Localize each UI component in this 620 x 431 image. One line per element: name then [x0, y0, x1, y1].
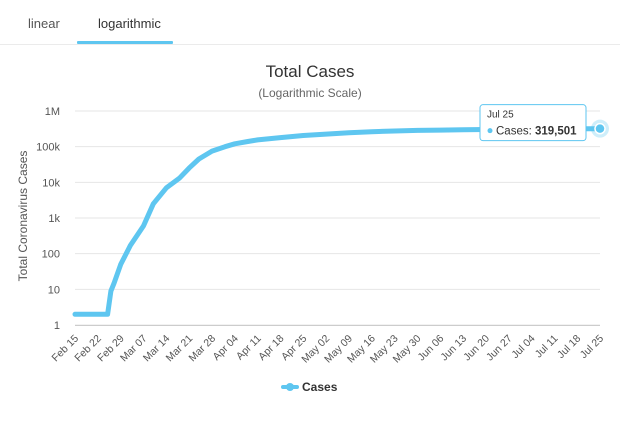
y-axis-label: Total Coronavirus Cases — [16, 151, 30, 282]
tooltip-date: Jul 25 — [487, 110, 514, 121]
chart-title: Total Cases — [266, 62, 355, 81]
x-tick-label: Jul 04 — [509, 333, 537, 361]
tooltip-value-text: Cases: 319,501 — [496, 126, 577, 138]
chart-subtitle: (Logarithmic Scale) — [258, 86, 361, 100]
x-tick-label: Jul 25 — [578, 333, 606, 361]
x-tick-label: Jul 18 — [555, 333, 583, 361]
tooltip-value: 319,501 — [535, 126, 577, 138]
y-tick-label: 100 — [42, 249, 60, 261]
x-tick-label: Apr 04 — [211, 333, 241, 363]
tooltip-colon: : — [529, 126, 535, 138]
scale-tabs: linear logarithmic — [0, 0, 620, 45]
x-tick-label: Jul 11 — [533, 333, 561, 361]
y-tick-label: 1M — [45, 106, 60, 118]
tab-logarithmic[interactable]: logarithmic — [98, 16, 161, 31]
tooltip-series-dot — [487, 128, 493, 134]
y-tick-label: 10k — [42, 177, 60, 189]
series-line-cases — [72, 126, 603, 317]
y-tick-label: 10 — [48, 284, 60, 296]
hover-marker[interactable] — [594, 122, 606, 135]
legend-label-cases[interactable]: Cases — [302, 380, 338, 394]
x-tick-label: Jun 27 — [484, 333, 515, 364]
legend[interactable]: Cases — [281, 380, 338, 394]
y-axis: 1 10 100 1k 10k 100k 1M — [36, 106, 60, 332]
y-tick-label: 100k — [36, 142, 60, 154]
legend-marker-icon — [286, 383, 294, 391]
tooltip: Jul 25 Cases: 319,501 — [479, 104, 587, 142]
y-tick-label: 1k — [48, 213, 60, 225]
y-tick-label: 1 — [54, 320, 60, 332]
y-grid — [75, 110, 600, 326]
total-cases-chart: Total Cases (Logarithmic Scale) Total Co… — [16, 62, 609, 394]
tab-linear[interactable]: linear — [28, 16, 60, 31]
active-tab-indicator — [77, 41, 173, 44]
tooltip-box — [479, 104, 587, 142]
tooltip-series-name: Cases — [496, 126, 529, 138]
